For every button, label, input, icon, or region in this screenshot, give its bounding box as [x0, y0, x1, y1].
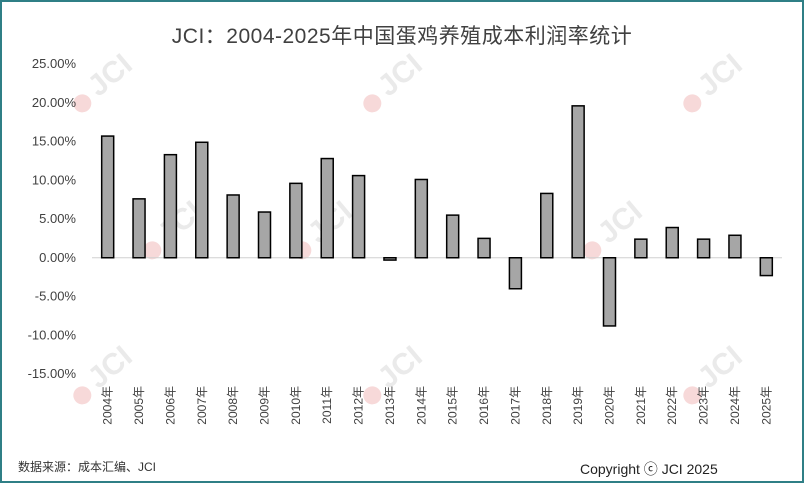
bar	[351, 174, 366, 259]
x-tick-label: 2017年	[508, 386, 522, 425]
bar	[100, 135, 115, 259]
bar	[477, 237, 491, 259]
watermark-logo-mark	[583, 241, 602, 260]
bar	[163, 153, 178, 259]
chart-title: JCI：2004-2025年中国蛋鸡养殖成本利润率统计	[171, 25, 633, 48]
x-tick-label: 2021年	[634, 386, 648, 425]
bar	[383, 257, 397, 261]
watermark: JCI	[363, 48, 429, 113]
y-tick-label: 15.00%	[32, 134, 77, 149]
bar	[634, 238, 648, 259]
bar	[289, 182, 303, 259]
watermark-logo-mark	[363, 386, 382, 405]
x-tick-label: 2008年	[226, 386, 240, 425]
y-tick-label: 20.00%	[32, 95, 77, 110]
bar-series	[100, 105, 774, 327]
x-tick-label: 2004年	[101, 386, 115, 425]
bar	[571, 105, 585, 259]
bar	[602, 257, 617, 327]
y-axis-ticks: 25.00% 20.00% 15.00% 10.00% 5.00% 0.00% -5.00%…	[28, 56, 77, 381]
bar	[540, 192, 554, 259]
x-tick-label: 2013年	[383, 386, 397, 425]
bar	[132, 198, 146, 259]
y-tick-label: -10.00%	[28, 327, 77, 342]
watermark-logo-mark	[143, 241, 162, 260]
x-tick-label: 2012年	[352, 386, 366, 425]
x-tick-label: 2018年	[540, 386, 554, 425]
bar	[320, 157, 334, 259]
watermark-text: JCI	[692, 48, 749, 103]
bar	[414, 178, 429, 259]
x-tick-label: 2022年	[665, 386, 679, 425]
watermark-logo-mark	[363, 94, 382, 113]
x-tick-label: 2006年	[163, 386, 177, 425]
watermark-logo-mark	[683, 386, 702, 405]
x-tick-label: 2023年	[697, 386, 711, 425]
data-source-note: 数据来源：成本汇编、JCI	[18, 460, 157, 474]
x-tick-label: 2015年	[446, 386, 460, 425]
bar	[665, 226, 679, 259]
x-tick-label: 2020年	[603, 386, 617, 425]
x-tick-label: 2016年	[477, 386, 491, 425]
x-tick-label: 2009年	[258, 386, 272, 425]
y-tick-label: 25.00%	[32, 56, 77, 71]
y-tick-label: 10.00%	[32, 172, 77, 187]
y-tick-label: 0.00%	[39, 250, 76, 265]
watermark-logo-mark	[73, 386, 92, 405]
watermark-logo-mark	[683, 94, 702, 113]
x-tick-label: 2011年	[320, 386, 334, 424]
x-tick-label: 2005年	[132, 386, 146, 425]
y-tick-label: -15.00%	[28, 366, 77, 381]
bar	[226, 194, 240, 259]
y-tick-label: 5.00%	[39, 211, 76, 226]
x-tick-label: 2025年	[759, 386, 773, 425]
x-tick-label: 2010年	[289, 386, 303, 425]
bar	[257, 211, 272, 259]
bar	[445, 214, 460, 259]
x-axis-ticks: 2004年 2005年 2006年 2007年 2008年 2009年 2010年 2011年…	[101, 386, 774, 425]
watermark-logo-mark	[73, 94, 92, 113]
y-tick-label: -5.00%	[35, 289, 77, 304]
watermark-text: JCI	[372, 48, 429, 103]
watermark-text: JCI	[82, 48, 139, 103]
x-tick-label: 2024年	[728, 386, 742, 425]
bar	[508, 257, 523, 290]
x-tick-label: 2007年	[195, 386, 209, 425]
bar	[728, 234, 742, 259]
watermark: JCI	[683, 48, 749, 113]
x-tick-label: 2014年	[414, 386, 428, 425]
bar	[195, 141, 209, 259]
bar	[696, 238, 711, 259]
copyright-notice: Copyright ⓒ JCI 2025	[580, 461, 718, 477]
x-tick-label: 2019年	[571, 386, 585, 425]
bar	[759, 257, 774, 277]
